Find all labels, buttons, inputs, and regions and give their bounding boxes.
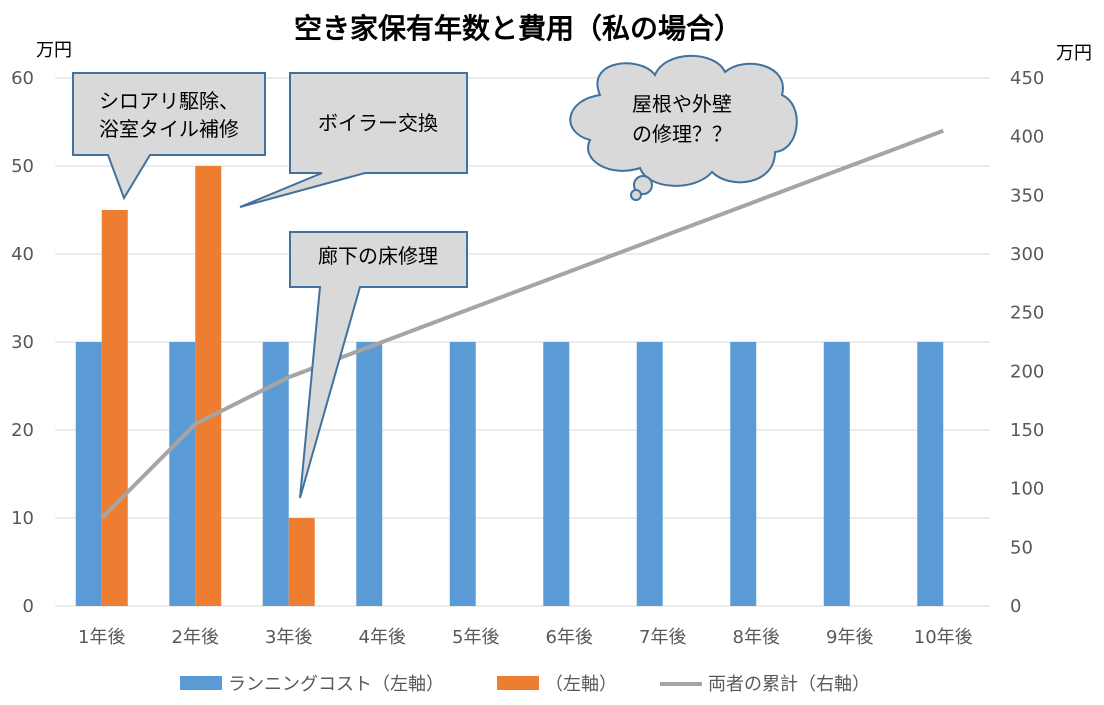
- x-axis-tick-label: 10年後: [914, 627, 973, 648]
- right-axis-tick-label: 400: [1010, 127, 1044, 148]
- repair-cost-bar: [195, 166, 222, 606]
- right-axis-tick-label: 200: [1010, 361, 1044, 382]
- x-axis-tick-label: 3年後: [265, 627, 312, 648]
- x-axis-tick-label: 7年後: [639, 627, 686, 648]
- x-axis-tick-label: 1年後: [78, 627, 125, 648]
- left-axis-unit: 万円: [36, 40, 72, 61]
- right-axis-tick-label: 150: [1010, 420, 1044, 441]
- callout-2-shape: [239, 72, 468, 208]
- legend: ランニングコスト（左軸） （左軸） 両者の累計（右軸）: [180, 674, 870, 695]
- left-axis-tick-label: 30: [11, 332, 34, 353]
- legend-label-2: （左軸）: [545, 674, 617, 695]
- right-axis-tick-label: 450: [1010, 68, 1044, 89]
- thought-bubble-small: [630, 189, 642, 201]
- callout-2-text: ボイラー交換: [318, 111, 438, 135]
- running-cost-bar: [169, 342, 196, 606]
- callout-4-text: の修理？？: [632, 122, 732, 146]
- bar-series: [75, 166, 944, 606]
- right-axis-tick-label: 0: [1010, 596, 1021, 617]
- left-axis-tick-label: 20: [11, 420, 34, 441]
- repair-cost-bar: [288, 518, 315, 606]
- cumulative-line: [100, 128, 944, 520]
- right-axis-tick-label: 250: [1010, 303, 1044, 324]
- chart-title: 空き家保有年数と費用（私の場合）: [294, 12, 742, 45]
- callout-1-text: 浴室タイル補修: [99, 117, 239, 141]
- left-axis-tick-label: 60: [11, 68, 34, 89]
- running-cost-bar: [543, 342, 570, 606]
- right-axis-unit: 万円: [1056, 43, 1092, 64]
- running-cost-bar: [823, 342, 850, 606]
- running-cost-bar: [356, 342, 383, 606]
- x-axis-tick-label: 9年後: [826, 627, 873, 648]
- x-axis-tick-label: 5年後: [452, 627, 499, 648]
- callout-3-text: 廊下の床修理: [318, 244, 438, 268]
- right-axis-tick-label: 100: [1010, 479, 1044, 500]
- running-cost-bar: [449, 342, 476, 606]
- repair-cost-bar: [101, 210, 128, 606]
- running-cost-bar: [75, 342, 102, 606]
- x-axis-tick-label: 2年後: [172, 627, 219, 648]
- left-axis-tick-label: 0: [23, 596, 34, 617]
- legend-label-3: 両者の累計（右軸）: [708, 674, 870, 695]
- running-cost-bar: [730, 342, 757, 606]
- running-cost-bar: [917, 342, 944, 606]
- running-cost-bar: [636, 342, 663, 606]
- callout-1-text: シロアリ駆除、: [99, 89, 239, 113]
- line-series: [100, 128, 944, 520]
- x-axis-tick-label: 8年後: [733, 627, 780, 648]
- legend-label-1: ランニングコスト（左軸）: [228, 674, 444, 695]
- x-axis-tick-label: 4年後: [359, 627, 406, 648]
- right-axis-tick-label: 50: [1010, 537, 1033, 558]
- thought-cloud-shape: [569, 54, 798, 187]
- callout-4-text: 屋根や外壁: [632, 92, 732, 116]
- callout-1-shape: [72, 72, 266, 201]
- legend-swatch-2: [497, 676, 539, 690]
- right-axis-tick-label: 350: [1010, 185, 1044, 206]
- x-axis-tick-label: 6年後: [546, 627, 593, 648]
- thought-bubble-large: [633, 175, 653, 195]
- left-axis-tick-label: 50: [11, 156, 34, 177]
- axis-ticks: 0 10 20 30 40 50 60 0 50 100 150 200 250 300 350 400 450…: [11, 68, 1044, 648]
- left-axis-tick-label: 10: [11, 508, 34, 529]
- legend-swatch-1: [180, 676, 222, 690]
- left-axis-tick-label: 40: [11, 244, 34, 265]
- callout-3-shape: [289, 231, 468, 499]
- right-axis-tick-label: 300: [1010, 244, 1044, 265]
